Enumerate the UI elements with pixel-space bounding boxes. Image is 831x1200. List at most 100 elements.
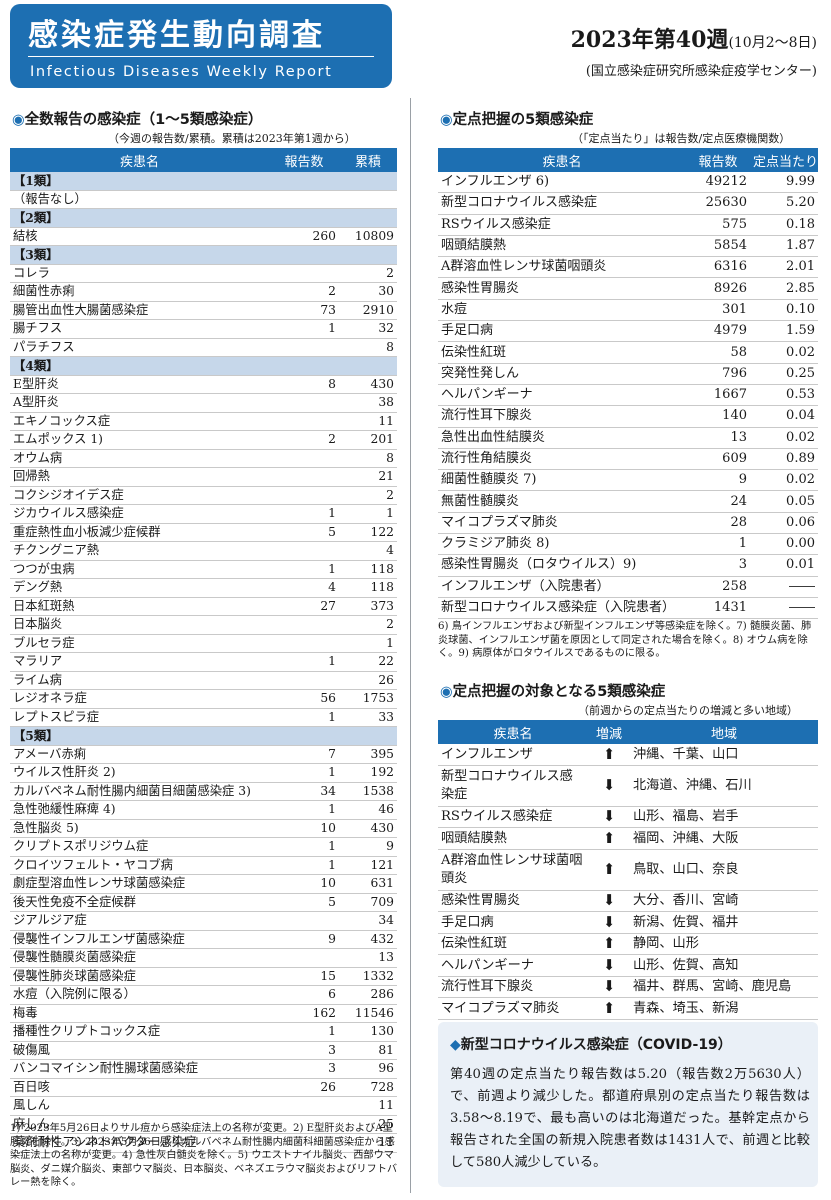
disease-name: 感染性胃腸炎（ロタウイルス）9) bbox=[438, 554, 686, 577]
table-row: インフルエンザ ⬆ 沖縄、千葉、山口 bbox=[438, 744, 818, 766]
weekly-count: 1 bbox=[269, 319, 339, 339]
weekly-count: 1 bbox=[686, 533, 750, 556]
table-row: マイコプラズマ肺炎 28 0.06 bbox=[438, 512, 818, 535]
disease-name: 重症熱性血小板減少症候群 bbox=[10, 523, 269, 542]
cumulative-count: 2 bbox=[339, 615, 397, 635]
cumulative-count: 21 bbox=[339, 467, 397, 487]
category-row: 【5類】 bbox=[10, 726, 397, 746]
bullet-icon: ◉ bbox=[440, 112, 453, 128]
disease-name: 流行性耳下腺炎 bbox=[438, 976, 588, 998]
arrow-down-icon: ⬇ bbox=[588, 765, 630, 807]
table-row: RSウイルス感染症 575 0.18 bbox=[438, 214, 818, 236]
weekly-count: 1 bbox=[269, 708, 339, 727]
week-label: 2023年第40週(10月2～8日) bbox=[571, 22, 817, 54]
per-sentinel: 0.05 bbox=[750, 490, 818, 513]
disease-name: 感染性胃腸炎 bbox=[438, 890, 588, 912]
table-row: 侵襲性髄膜炎菌感染症 13 bbox=[10, 948, 397, 968]
disease-name: 腸管出血性大腸菌感染症 bbox=[10, 301, 269, 320]
sentinel-table: 疾患名 報告数 定点当たり インフルエンザ 6) 49212 9.99 新型コロナウイ… bbox=[438, 148, 818, 620]
arrow-down-icon: ⬇ bbox=[588, 976, 630, 998]
disease-name: 麻しん bbox=[10, 1115, 269, 1134]
disease-name: オウム病 bbox=[10, 449, 269, 468]
disease-name: マラリア bbox=[10, 652, 269, 672]
table-row: 麻しん 25 bbox=[10, 1115, 397, 1134]
disease-name: ライム病 bbox=[10, 671, 269, 690]
table-row: 回帰熱 21 bbox=[10, 467, 397, 487]
region-list: 大分、香川、宮崎 bbox=[630, 890, 818, 912]
weekly-count: 301 bbox=[686, 299, 750, 322]
diamond-icon: ◆ bbox=[450, 1037, 461, 1053]
arrow-down-icon: ⬇ bbox=[588, 890, 630, 912]
per-sentinel: 0.25 bbox=[750, 363, 818, 385]
weekly-count: 575 bbox=[686, 214, 750, 236]
table-row: 伝染性紅斑 58 0.02 bbox=[438, 341, 818, 364]
table-row: 急性弛緩性麻痺 4) 1 46 bbox=[10, 800, 397, 820]
table-row: ブルセラ症 1 bbox=[10, 634, 397, 653]
cumulative-count: 2 bbox=[339, 264, 397, 283]
cumulative-count: 201 bbox=[339, 430, 397, 450]
per-sentinel: ―― bbox=[750, 597, 818, 620]
disease-name: クラミジア肺炎 8) bbox=[438, 533, 686, 556]
per-sentinel: 0.02 bbox=[750, 427, 818, 449]
disease-name: 感染性胃腸炎 bbox=[438, 277, 686, 300]
cumulative-count: 46 bbox=[339, 800, 397, 820]
disease-name: 流行性耳下腺炎 bbox=[438, 405, 686, 428]
col-change: 増減 bbox=[588, 720, 630, 744]
per-sentinel: ―― bbox=[750, 576, 818, 598]
table-row: 重症熱性血小板減少症候群 5 122 bbox=[10, 523, 397, 542]
region-list: 青森、埼玉、新潟 bbox=[630, 997, 818, 1020]
weekly-count bbox=[269, 190, 339, 209]
cumulative-count: 122 bbox=[339, 523, 397, 542]
per-sentinel: 0.00 bbox=[750, 533, 818, 556]
per-sentinel: 0.06 bbox=[750, 512, 818, 535]
weekly-count: 1 bbox=[269, 504, 339, 524]
per-sentinel: 1.59 bbox=[750, 320, 818, 343]
weekly-count: 13 bbox=[686, 427, 750, 449]
category-label: 【2類】 bbox=[10, 208, 397, 228]
disease-name: 侵襲性インフルエンザ菌感染症 bbox=[10, 930, 269, 949]
disease-name: ジアルジア症 bbox=[10, 911, 269, 931]
title-divider bbox=[28, 56, 374, 57]
report-subtitle: Infectious Diseases Weekly Report bbox=[30, 64, 333, 80]
weekly-count bbox=[269, 634, 339, 653]
weekly-count: 1 bbox=[269, 560, 339, 579]
disease-name: 水痘 bbox=[438, 299, 686, 322]
arrow-down-icon: ⬇ bbox=[588, 954, 630, 977]
arrow-up-icon: ⬆ bbox=[588, 933, 630, 955]
disease-name: 梅毒 bbox=[10, 1004, 269, 1023]
disease-name: 日本紅斑熱 bbox=[10, 597, 269, 616]
category-row: 【4類】 bbox=[10, 356, 397, 376]
table-row: RSウイルス感染症 ⬇ 山形、福島、岩手 bbox=[438, 806, 818, 828]
arrow-down-icon: ⬇ bbox=[588, 806, 630, 828]
table-row: 破傷風 3 81 bbox=[10, 1041, 397, 1060]
table-row: エムポックス 1) 2 201 bbox=[10, 430, 397, 450]
disease-name: マイコプラズマ肺炎 bbox=[438, 512, 686, 535]
weekly-count: 8926 bbox=[686, 277, 750, 300]
disease-name: レプトスピラ症 bbox=[10, 708, 269, 727]
cumulative-count: 11 bbox=[339, 1133, 397, 1153]
table-row: ヘルパンギーナ 1667 0.53 bbox=[438, 384, 818, 407]
col-total: 累積 bbox=[339, 148, 397, 172]
disease-name: （報告なし） bbox=[10, 190, 269, 209]
table-row: クラミジア肺炎 8) 1 0.00 bbox=[438, 533, 818, 556]
weekly-count: 3 bbox=[686, 554, 750, 577]
table-row: レプトスピラ症 1 33 bbox=[10, 708, 397, 727]
notifiable-table: 疾患名 報告数 累積 【1類】 （報告なし） 【2類】 結核 260 10809 【3類】コ… bbox=[10, 148, 397, 1153]
table-row: ヘルパンギーナ ⬇ 山形、佐賀、高知 bbox=[438, 954, 818, 977]
disease-name: 細菌性髄膜炎 7) bbox=[438, 469, 686, 492]
table-row: 腸管出血性大腸菌感染症 73 2910 bbox=[10, 301, 397, 320]
weekly-count bbox=[269, 338, 339, 357]
table-row: E型肝炎 8 430 bbox=[10, 375, 397, 394]
table-row: ジカウイルス感染症 1 1 bbox=[10, 504, 397, 524]
table-row: ジアルジア症 34 bbox=[10, 911, 397, 931]
weekly-count: 1 bbox=[269, 1022, 339, 1042]
covid-title-text: 新型コロナウイルス感染症（COVID-19） bbox=[460, 1037, 732, 1053]
right-section-note: （「定点当たり」は報告数/定点医療機関数） bbox=[572, 132, 791, 145]
table-row: アメーバ赤痢 7 395 bbox=[10, 745, 397, 764]
table-row: マラリア 1 22 bbox=[10, 652, 397, 672]
weekly-count: 5854 bbox=[686, 235, 750, 258]
cumulative-count: 430 bbox=[339, 819, 397, 838]
category-label: 【4類】 bbox=[10, 356, 397, 376]
table-row: 流行性耳下腺炎 ⬇ 福井、群馬、宮崎、鹿児島 bbox=[438, 976, 818, 998]
cumulative-count: 118 bbox=[339, 578, 397, 598]
